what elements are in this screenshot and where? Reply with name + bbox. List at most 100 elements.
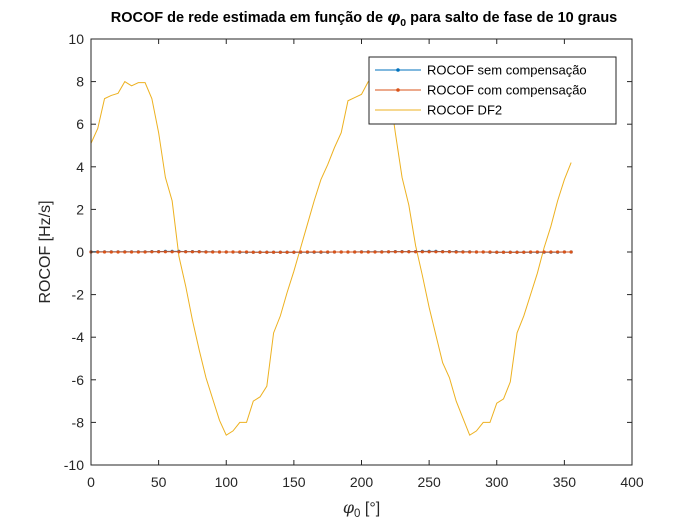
data-point (123, 250, 127, 254)
data-point (359, 250, 364, 254)
data-point (231, 250, 235, 254)
chart-title-prefix: ROCOF de rede estimada em função de (111, 10, 387, 26)
x-tick-label: 350 (553, 474, 577, 490)
legend-label-3: ROCOF DF2 (427, 103, 502, 118)
x-axis-label: φ0 [°] (343, 498, 380, 520)
data-point (407, 250, 411, 254)
data-point (380, 250, 384, 254)
data-point (474, 250, 479, 254)
y-tick-label: 10 (68, 31, 84, 47)
data-point (556, 250, 560, 254)
data-point (420, 250, 424, 254)
chart-title-suffix: para salto de fase de 10 graus (406, 10, 617, 26)
data-point (353, 250, 357, 254)
data-point (468, 250, 472, 254)
data-point (501, 250, 506, 254)
data-point (244, 250, 249, 254)
y-tick-label: -4 (72, 329, 85, 345)
data-point (170, 250, 174, 254)
data-point (265, 250, 269, 254)
data-point (96, 250, 100, 254)
series-layer (89, 80, 573, 436)
x-tick-label: 150 (282, 474, 306, 490)
data-point (366, 250, 370, 254)
data-point (441, 250, 445, 254)
data-point (339, 250, 343, 254)
legend-marker-1 (396, 68, 400, 72)
data-point (204, 250, 208, 254)
x-tick-label: 0 (87, 474, 95, 490)
x-axis-subscript: 0 (354, 508, 360, 520)
data-point (217, 250, 222, 254)
x-tick-label: 400 (620, 474, 644, 490)
data-point (312, 250, 316, 254)
data-point (190, 250, 195, 254)
data-point (129, 250, 134, 254)
data-point (393, 250, 397, 254)
y-tick-label: 8 (76, 74, 84, 90)
chart-title: ROCOF de rede estimada em função de φ0 p… (111, 9, 618, 29)
data-point (542, 250, 546, 254)
data-point (163, 250, 167, 254)
data-point (157, 250, 161, 254)
data-point (305, 250, 309, 254)
x-axis-unit: [°] (360, 500, 380, 517)
chart-title-phi-symbol: φ (387, 9, 400, 26)
data-point (278, 250, 282, 254)
data-point (488, 250, 492, 254)
legend-marker-2 (396, 88, 400, 92)
legend: ROCOF sem compensação ROCOF com compensa… (368, 56, 617, 125)
data-point (528, 250, 533, 254)
legend-label-1: ROCOF sem compensação (427, 63, 587, 78)
y-axis-label: ROCOF [Hz/s] (37, 200, 54, 303)
legend-entry-2: ROCOF com compensação (375, 83, 587, 98)
data-point (461, 250, 465, 254)
data-point (326, 250, 330, 254)
x-tick-label: 50 (151, 474, 167, 490)
data-point (495, 250, 499, 254)
data-point (535, 250, 539, 254)
series-3 (90, 80, 572, 436)
data-point (184, 250, 188, 254)
data-point (522, 250, 526, 254)
data-point (102, 250, 107, 254)
data-point (414, 250, 418, 254)
y-tick-label: -6 (72, 372, 85, 388)
data-point (271, 250, 276, 254)
data-point (150, 250, 154, 254)
data-point (116, 250, 120, 254)
data-point (285, 250, 289, 254)
y-tick-label: 2 (76, 201, 84, 217)
data-point (515, 250, 519, 254)
x-axis-phi-symbol: φ (343, 498, 355, 517)
data-point (292, 250, 296, 254)
data-point (373, 250, 377, 254)
data-point (251, 250, 255, 254)
data-point (481, 250, 485, 254)
data-point (508, 250, 512, 254)
x-tick-label: 200 (350, 474, 374, 490)
data-point (211, 250, 215, 254)
data-point (136, 250, 140, 254)
x-ticks: 0 50 100 150 200 250 300 350 400 (87, 39, 644, 490)
series-line-3 (90, 80, 572, 436)
data-point (400, 250, 404, 254)
y-tick-label: -10 (64, 457, 84, 473)
y-tick-label: -8 (72, 414, 85, 430)
chart-title-subscript: 0 (400, 17, 406, 29)
data-point (258, 250, 262, 254)
data-point (549, 250, 553, 254)
legend-label-2: ROCOF com compensação (427, 83, 587, 98)
data-point (569, 250, 573, 254)
y-tick-label: 0 (76, 244, 84, 260)
y-ticks: -10 -8 -6 -4 -2 0 2 4 6 8 10 (64, 31, 632, 473)
data-point (346, 250, 350, 254)
x-tick-label: 250 (417, 474, 441, 490)
data-point (447, 250, 452, 254)
x-tick-label: 100 (215, 474, 239, 490)
data-point (299, 250, 303, 254)
y-tick-label: 6 (76, 116, 84, 132)
data-point (177, 250, 181, 254)
data-point (143, 250, 147, 254)
